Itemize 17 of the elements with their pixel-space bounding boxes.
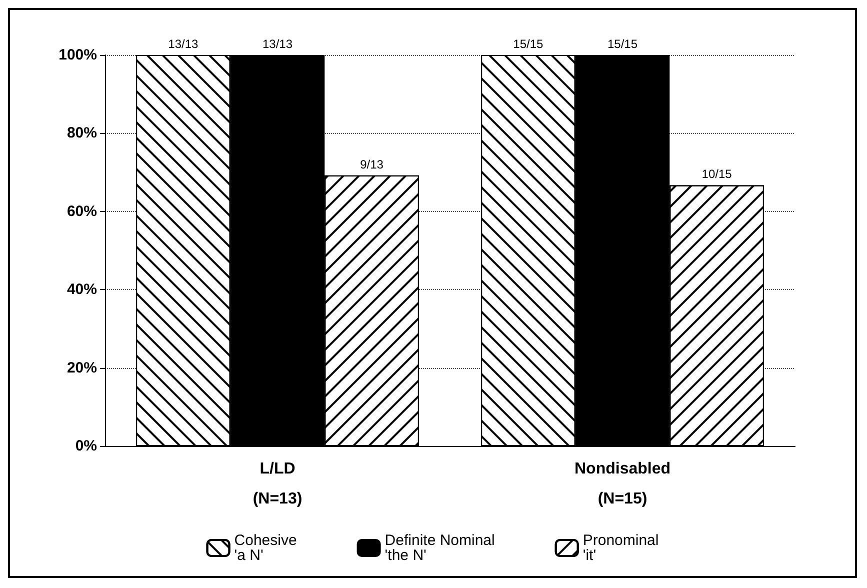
- y-tick-label: 100%: [58, 46, 97, 64]
- y-tick-label: 80%: [66, 124, 97, 142]
- data-label: 10/15: [702, 167, 732, 182]
- data-label: 9/13: [360, 157, 384, 172]
- data-label: 13/13: [262, 37, 293, 51]
- y-tick-label: 40%: [66, 281, 97, 298]
- data-label: 15/15: [607, 37, 638, 51]
- y-tick-label: 0%: [75, 438, 97, 454]
- y-tick-label: 20%: [66, 359, 97, 376]
- data-label: 13/13: [168, 37, 199, 51]
- legend-label: Definite Nominal 'the N': [384, 532, 495, 564]
- data-label: 15/15: [513, 37, 544, 51]
- x-tick-label: Nondisabled (N=15): [574, 460, 671, 508]
- x-tick-label: L/LD (N=13): [252, 460, 302, 508]
- legend-label: Cohesive 'a N': [234, 532, 297, 564]
- y-tick-label: 60%: [66, 202, 97, 220]
- legend-label: Pronominal 'it': [582, 532, 659, 564]
